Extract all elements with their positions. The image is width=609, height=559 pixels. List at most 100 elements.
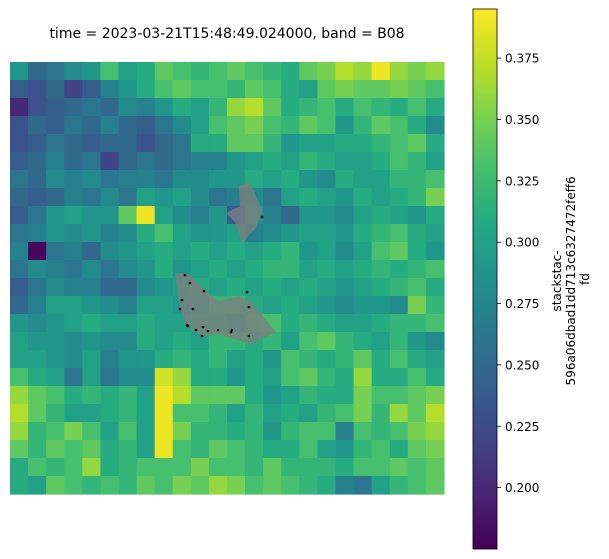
heatmap-cell [154,62,174,81]
heatmap-cell [154,458,174,477]
heatmap-cell [299,404,319,423]
heatmap-cell [136,188,156,207]
heatmap-cell [407,386,427,405]
heatmap-cell [353,242,373,261]
heatmap-cell [353,314,373,333]
heatmap-cell [371,224,391,243]
heatmap-cell [425,386,445,405]
heatmap-cell [190,98,210,117]
heatmap-cell [154,476,174,495]
heatmap-cell [425,422,445,441]
heatmap-cell [28,422,47,441]
heatmap-cell [118,332,138,351]
heatmap-cell [46,242,65,261]
heatmap-cell [335,458,355,477]
heatmap-cell [299,62,319,81]
heatmap-cell [371,152,391,171]
heatmap-cell [227,80,246,99]
overlay-point [247,334,251,338]
heatmap-cell [389,224,409,243]
overlay-point [206,329,210,333]
heatmap-cell [64,62,83,81]
heatmap-cell [299,476,319,495]
heatmap-cell [10,458,29,477]
heatmap-cell [136,422,156,441]
heatmap-cell [263,242,282,261]
heatmap-cell [389,134,409,153]
heatmap-cell [227,278,246,297]
heatmap-cell [118,386,138,405]
heatmap-cell [317,440,337,459]
overlay-point [186,324,190,328]
heatmap-plot [10,62,445,495]
heatmap-cell [64,440,83,459]
heatmap-cell [317,314,337,333]
heatmap-cell [136,458,156,477]
heatmap-cell [100,134,120,153]
heatmap-cell [190,332,210,351]
heatmap-cell [389,332,409,351]
overlay-point [188,281,192,285]
heatmap-cell [389,278,409,297]
heatmap-cell [64,260,83,279]
heatmap-cell [281,458,300,477]
heatmap-cell [154,296,174,315]
heatmap-cell [208,368,228,387]
heatmap-cell [172,224,192,243]
heatmap-cell [263,152,282,171]
heatmap-cell [299,170,319,189]
heatmap-cell [100,314,120,333]
heatmap-cell [245,476,264,495]
heatmap-cell [208,278,228,297]
overlay-point [247,305,251,309]
heatmap-cell [28,242,47,261]
heatmap-cell [227,170,246,189]
heatmap-cell [28,296,47,315]
heatmap-cell [82,422,102,441]
heatmap-cell [100,476,120,495]
heatmap-cell [28,332,47,351]
heatmap-cell [172,80,192,99]
heatmap-cell [353,116,373,135]
heatmap-cell [118,296,138,315]
heatmap-cell [172,116,192,135]
heatmap-cell [46,206,65,225]
heatmap-cell [172,242,192,261]
heatmap-cell [281,296,300,315]
heatmap-cell [281,260,300,279]
heatmap-cell [118,188,138,207]
heatmap-cell [407,368,427,387]
heatmap-cell [208,242,228,261]
heatmap-cell [28,80,47,99]
heatmap-cell [136,332,156,351]
heatmap-cell [425,224,445,243]
heatmap-cell [335,242,355,261]
heatmap-cell [172,458,192,477]
heatmap-cell [100,440,120,459]
heatmap-cell [371,170,391,189]
heatmap-cell [245,458,264,477]
heatmap-cell [281,314,300,333]
heatmap-cell [28,206,47,225]
heatmap-cell [172,170,192,189]
heatmap-cell [317,188,337,207]
heatmap-cell [64,98,83,117]
heatmap-cell [82,386,102,405]
heatmap-cell [425,296,445,315]
heatmap-cell [10,440,29,459]
heatmap-cell [28,278,47,297]
heatmap-cell [46,476,65,495]
heatmap-cell [389,260,409,279]
heatmap-cell [227,440,246,459]
heatmap-cell [407,134,427,153]
heatmap-cell [118,440,138,459]
heatmap-cell [190,440,210,459]
heatmap-cell [299,206,319,225]
heatmap-cell [281,134,300,153]
heatmap-cell [407,242,427,261]
heatmap-cell [353,386,373,405]
heatmap-cell [425,80,445,99]
heatmap-cell [190,260,210,279]
heatmap-cell [82,368,102,387]
colorbar: 0.200 0.225 0.250 0.275 0.300 0.325 0.350 0.375… [472,8,592,550]
